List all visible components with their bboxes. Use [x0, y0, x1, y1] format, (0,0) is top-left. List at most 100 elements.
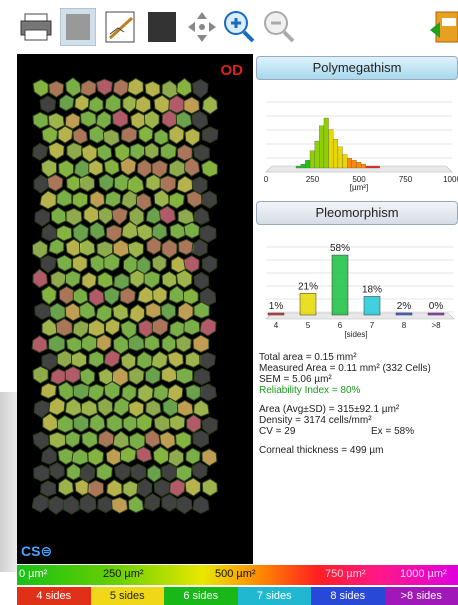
cell-polygon — [177, 208, 195, 225]
dark-image-icon[interactable] — [144, 8, 180, 46]
cell-polygon — [143, 270, 161, 289]
cell-polygon — [167, 351, 184, 368]
cell-polygon — [183, 96, 200, 115]
reliability-index: Reliability Index = 80% — [259, 385, 361, 396]
cell-polygon — [105, 224, 123, 243]
statistics-panel: Total area = 0.15 mm² Measured Area = 0.… — [259, 352, 458, 456]
pleomorphism-histogram: 1% 4 21% 5 58% 6 18% 7 2% 8 0% >8 [sides] — [265, 243, 455, 339]
cell-polygon — [199, 224, 217, 243]
histogram-bar — [333, 139, 338, 169]
cell-polygon — [98, 173, 115, 192]
cell-polygon — [97, 397, 114, 417]
cv: CV = 29 — [259, 426, 296, 437]
cell-polygon — [153, 94, 171, 114]
cell-polygon — [161, 365, 178, 384]
x-tick-label: 0 — [264, 175, 269, 184]
cell-polygon — [113, 272, 130, 290]
cell-polygon — [160, 302, 177, 321]
cell-polygon — [71, 254, 88, 273]
cell-polygon — [168, 414, 186, 431]
cell-polygon — [168, 94, 186, 114]
x-tick-label: 5 — [306, 321, 311, 330]
cell-polygon — [135, 446, 153, 463]
cell-polygon — [153, 189, 170, 208]
cell-polygon — [112, 335, 130, 355]
cell-polygon — [192, 79, 209, 99]
cell-polygon — [64, 112, 81, 130]
cell-polygon — [201, 95, 219, 115]
cell-polygon — [185, 383, 202, 402]
printer-icon[interactable] — [18, 8, 54, 46]
cell-polygon — [143, 110, 160, 130]
cell-polygon — [81, 430, 99, 449]
cell-polygon — [88, 319, 106, 338]
cell-polygon — [56, 224, 73, 242]
cell-polygon — [71, 191, 89, 209]
cell-polygon — [174, 431, 192, 450]
cell-polygon — [159, 142, 177, 161]
cell-polygon — [57, 381, 75, 402]
cell-polygon — [41, 285, 57, 306]
cell-polygon — [74, 94, 90, 112]
cell-polygon — [48, 431, 67, 449]
polymegathism-header[interactable]: Polymegathism — [256, 56, 458, 80]
cell-polygon — [168, 191, 185, 210]
cell-polygon — [78, 238, 96, 257]
cell-polygon — [129, 303, 146, 324]
cell-polygon — [96, 143, 113, 162]
cell-polygon — [79, 301, 97, 320]
cell-polygon — [193, 399, 210, 418]
cell-polygon — [72, 414, 89, 433]
cell-polygon — [31, 334, 48, 354]
cell-polygon — [88, 124, 105, 144]
cell-polygon — [191, 238, 208, 257]
cell-polygon — [151, 222, 168, 241]
cell-polygon — [102, 128, 121, 147]
cell-polygon — [66, 141, 83, 161]
histogram-bar — [374, 165, 380, 169]
histogram-bar — [370, 165, 376, 169]
cell-polygon — [144, 80, 161, 98]
trace-edit-icon[interactable] — [102, 8, 138, 46]
zoom-out-icon[interactable] — [262, 8, 298, 46]
cell-polygon — [136, 478, 153, 498]
x-tick-label: 4 — [274, 321, 279, 330]
cell-polygon — [119, 287, 136, 305]
x-tick-label: 7 — [370, 321, 375, 330]
histogram-bar — [427, 312, 445, 316]
cell-polygon — [105, 447, 123, 466]
cell-polygon — [121, 383, 137, 402]
export-icon[interactable] — [430, 8, 458, 46]
cell-polygon — [146, 464, 162, 483]
area-legend-label: 750 µm² — [325, 568, 366, 580]
cell-polygon — [153, 128, 169, 146]
histogram-bar — [363, 296, 381, 316]
cell-polygon — [161, 463, 178, 482]
cell-polygon — [201, 448, 218, 467]
zoom-in-icon[interactable] — [222, 8, 258, 46]
endothelium-image[interactable]: OD CS⊜ — [17, 54, 253, 564]
pan-arrows-icon[interactable] — [184, 8, 220, 46]
cell-polygon — [112, 78, 129, 97]
cell-polygon — [185, 413, 202, 434]
histogram-bar — [342, 154, 348, 169]
cell-polygon — [58, 94, 75, 112]
cell-polygon — [153, 414, 171, 433]
cell-polygon — [192, 429, 210, 449]
cell-polygon — [103, 252, 121, 272]
cell-polygon — [176, 144, 193, 162]
cell-polygon — [79, 367, 96, 387]
cell-polygon — [32, 431, 50, 450]
pleomorphism-header[interactable]: Pleomorphism — [256, 201, 458, 225]
cell-polygon — [161, 79, 179, 99]
area-avg: Area (Avg±SD) = 315±92.1 µm² — [259, 404, 400, 415]
cell-polygon — [106, 478, 123, 498]
cell-polygon — [184, 477, 202, 497]
cell-polygon — [168, 285, 186, 304]
cell-image-icon[interactable] — [59, 7, 97, 47]
cell-polygon — [97, 206, 114, 226]
cell-polygon — [193, 144, 210, 162]
cell-polygon — [145, 302, 162, 319]
cs-logo: CS⊜ — [21, 543, 53, 559]
cell-polygon — [191, 110, 209, 130]
